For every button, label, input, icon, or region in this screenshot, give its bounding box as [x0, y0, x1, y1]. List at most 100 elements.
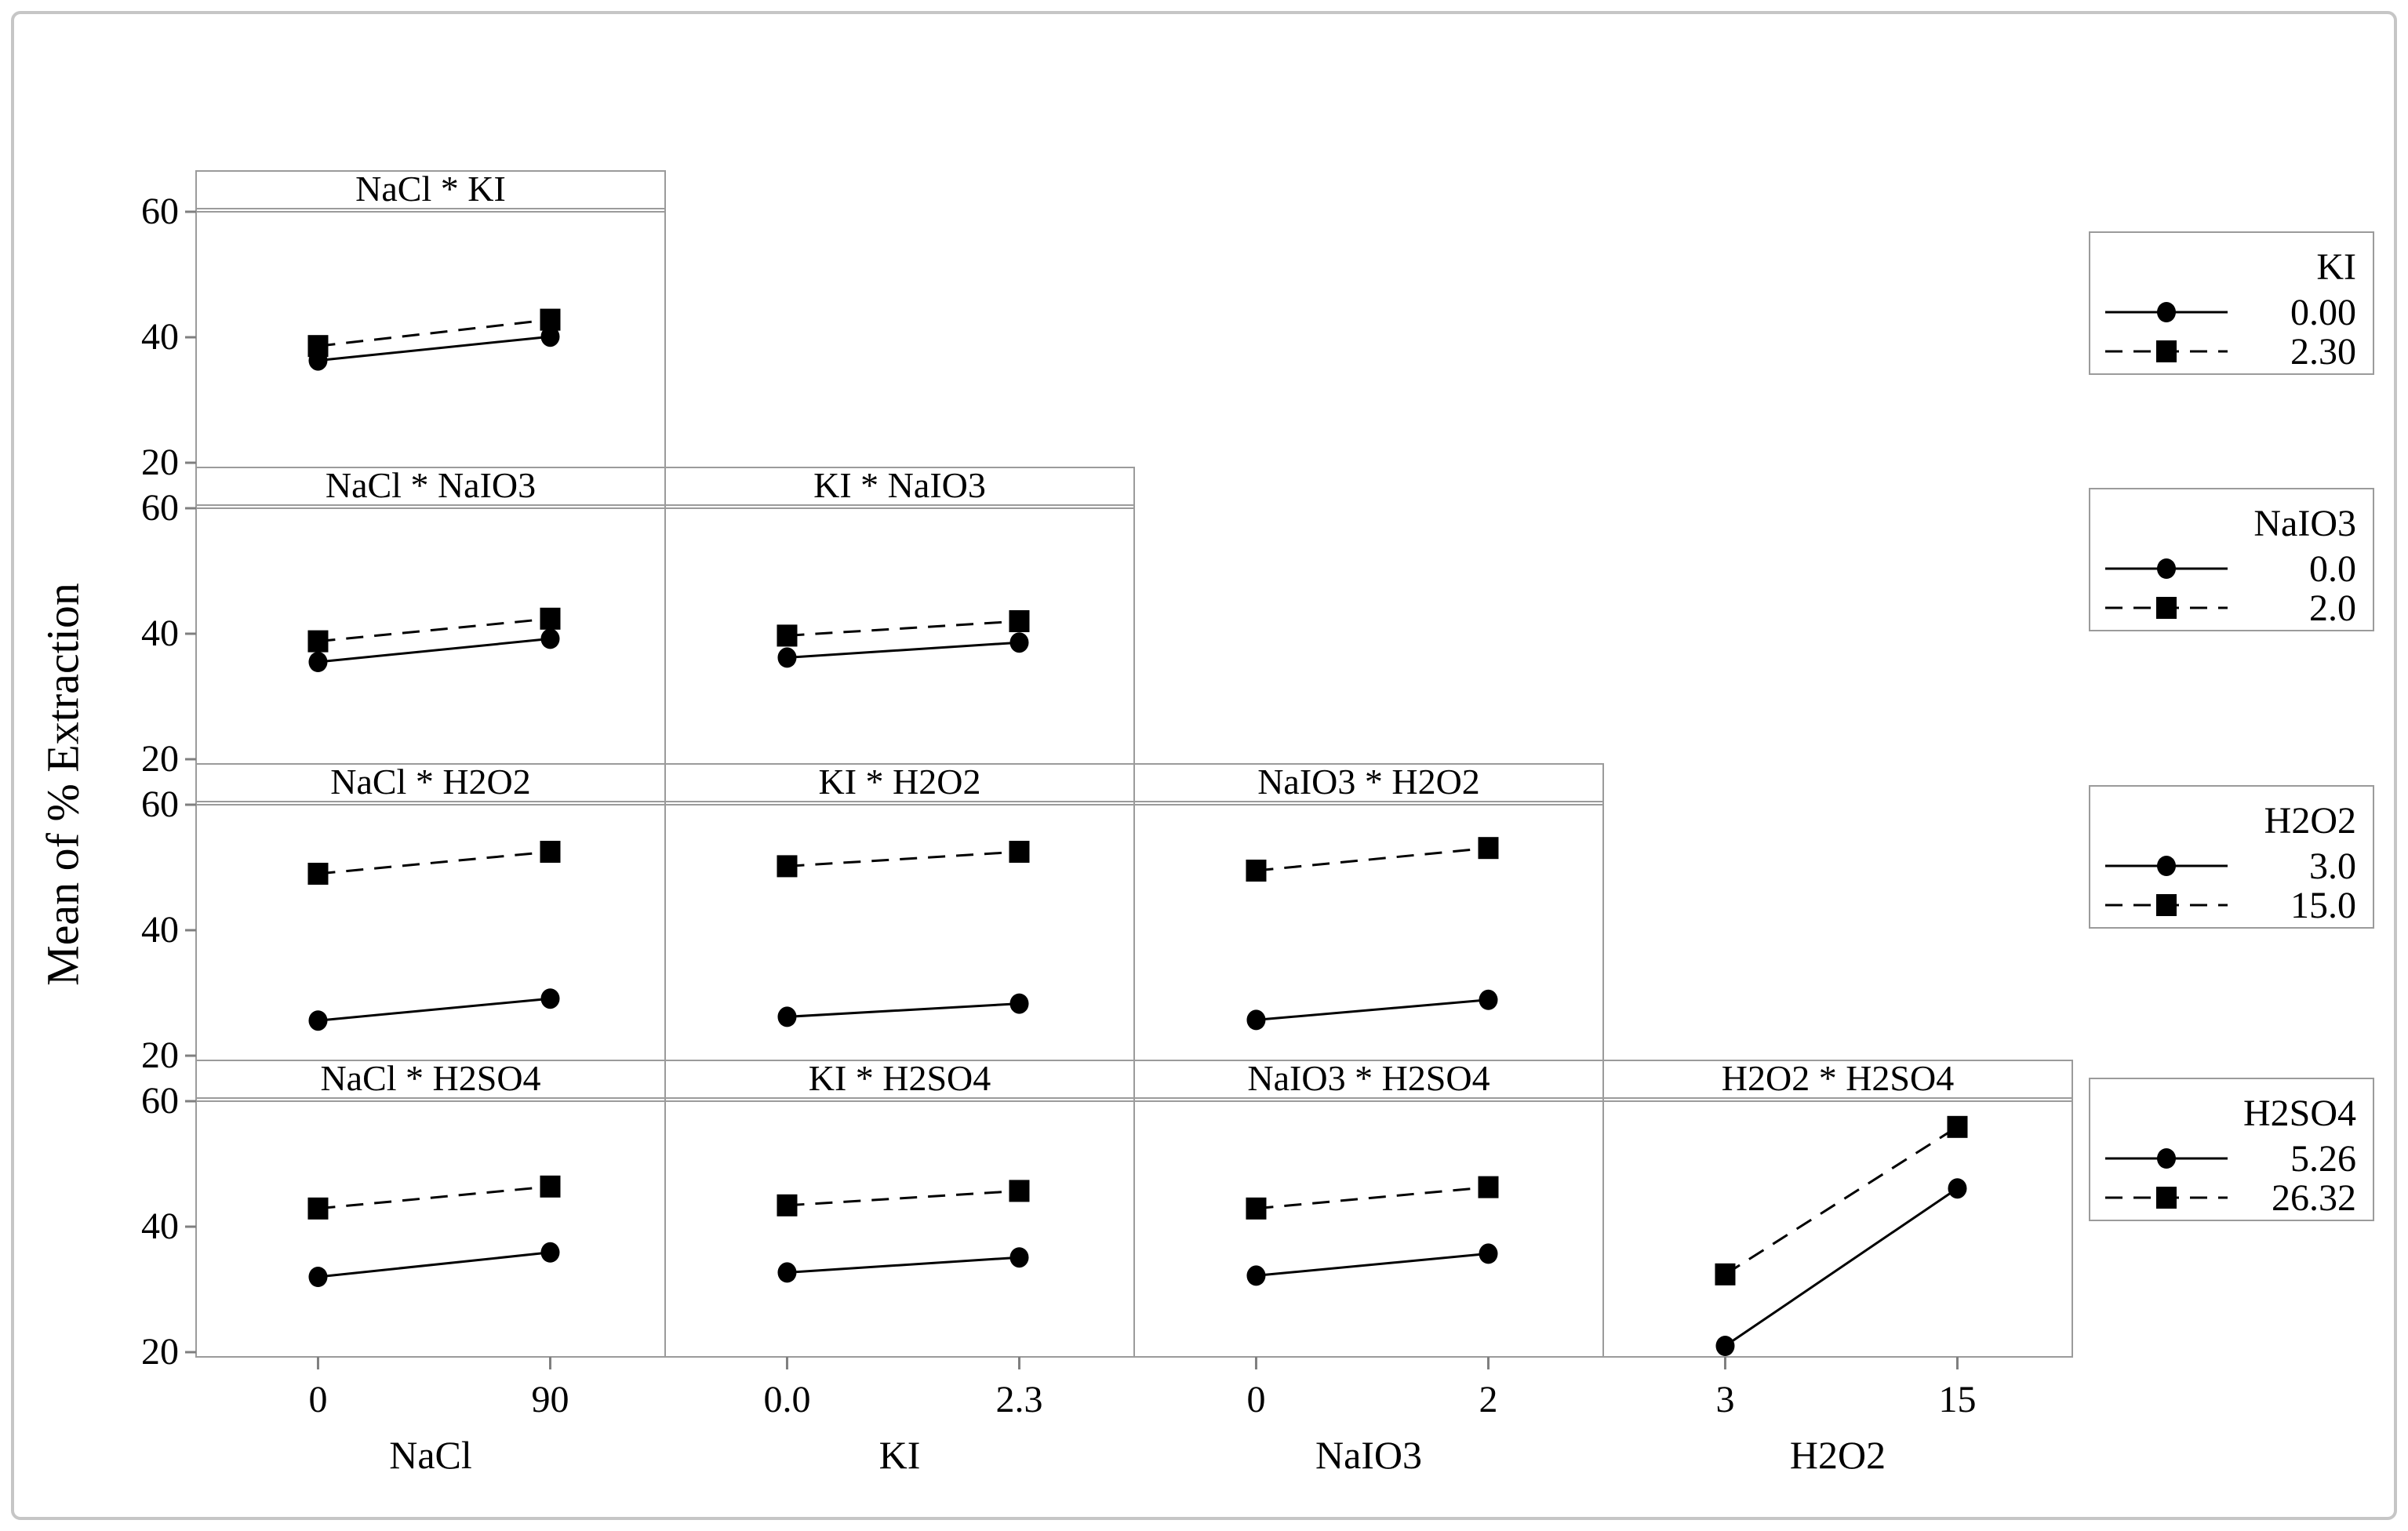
- y-tick-label: 40: [141, 1206, 179, 1247]
- legend-entry-label: 15.0: [2290, 885, 2356, 926]
- legend-circle-marker: [2157, 558, 2176, 579]
- panel-box: [664, 467, 1135, 765]
- series-dashed-line: [318, 318, 551, 347]
- point-right-square-marker: [1009, 841, 1030, 863]
- legend-title: H2O2: [2264, 800, 2356, 842]
- panel-ki-naio3: KI * NaIO3: [664, 465, 1135, 765]
- point-right-circle-marker: [1948, 1178, 1967, 1199]
- point-left-square-marker: [1246, 860, 1267, 882]
- point-left-square-marker: [307, 1197, 329, 1220]
- series-solid-line: [787, 1256, 1020, 1274]
- point-left-circle-marker: [1246, 1265, 1266, 1286]
- point-left-square-marker: [1246, 1197, 1267, 1220]
- y-tick-label: 40: [141, 909, 179, 951]
- point-right-square-marker: [540, 1175, 561, 1198]
- panel-box: [664, 1060, 1135, 1358]
- panel-title: NaCl * H2O2: [330, 762, 531, 802]
- x-tick-label: 15: [1938, 1379, 1976, 1420]
- legend-entry-label: 26.32: [2272, 1177, 2356, 1219]
- x-axis-h2o2: 3 15 H2O2: [1715, 1357, 1976, 1477]
- legend-circle-marker: [2157, 1148, 2176, 1169]
- panel-box: [1133, 763, 1604, 1061]
- y-tick-label: 60: [141, 784, 179, 825]
- x-axis-ki: 0.0 2.3 KI: [763, 1357, 1042, 1477]
- point-right-square-marker: [540, 308, 561, 331]
- point-left-square-marker: [777, 855, 798, 878]
- panel-h2o2-h2so4: H2O2 * H2SO4: [1602, 1058, 2073, 1358]
- y-axis-title: Mean of % Extraction: [37, 583, 89, 986]
- panel-title: NaCl * NaIO3: [326, 465, 536, 505]
- point-right-square-marker: [1478, 1176, 1499, 1198]
- y-tick-label: 20: [141, 442, 179, 483]
- panel-title: NaCl * KI: [355, 169, 506, 209]
- series-dashed-line: [787, 850, 1020, 867]
- x-tick-label: 2: [1479, 1379, 1497, 1420]
- panel-nacl-naio3: NaCl * NaIO3 60 40 20: [141, 465, 666, 780]
- point-right-circle-marker: [540, 628, 560, 649]
- series-dashed-line: [1256, 846, 1489, 872]
- point-left-circle-marker: [308, 1267, 328, 1287]
- x-axis-nacl: 0 90 NaCl: [308, 1357, 569, 1477]
- point-right-square-marker: [540, 607, 561, 630]
- series-dashed-line: [318, 1185, 551, 1210]
- panel-title: NaCl * H2SO4: [320, 1058, 540, 1098]
- x-factor-title: H2O2: [1790, 1433, 1886, 1477]
- series-dashed-line: [318, 850, 551, 875]
- point-right-square-marker: [1009, 1180, 1030, 1202]
- panel-title: H2O2 * H2SO4: [1722, 1058, 1954, 1098]
- x-axis-naio3: 0 2 NaIO3: [1246, 1357, 1497, 1477]
- series-dashed-line: [787, 620, 1020, 637]
- legend-title: KI: [2316, 246, 2356, 288]
- panel-box: [195, 170, 666, 468]
- point-right-square-marker: [540, 841, 561, 863]
- point-left-circle-marker: [777, 1006, 797, 1027]
- legend-circle-marker: [2157, 302, 2176, 322]
- panel-nacl-h2o2: NaCl * H2O2 60 40 20: [141, 762, 666, 1076]
- point-right-circle-marker: [1009, 632, 1029, 653]
- point-left-square-marker: [307, 630, 329, 653]
- point-left-circle-marker: [777, 647, 797, 668]
- point-right-circle-marker: [1479, 989, 1498, 1010]
- panel-title: KI * H2O2: [819, 762, 981, 802]
- x-factor-title: KI: [879, 1433, 921, 1477]
- point-left-circle-marker: [308, 1010, 328, 1031]
- point-left-square-marker: [777, 624, 798, 647]
- y-tick-label: 60: [141, 1080, 179, 1122]
- series-dashed-line: [318, 617, 551, 643]
- x-tick-label: 0: [308, 1379, 327, 1420]
- legend-entry-label: 5.26: [2290, 1138, 2356, 1180]
- panel-box: [1133, 1060, 1604, 1358]
- point-left-circle-marker: [308, 652, 328, 672]
- series-solid-line: [318, 335, 551, 362]
- point-left-square-marker: [307, 863, 329, 885]
- legend-entry-label: 2.0: [2309, 587, 2356, 629]
- panel-title: NaIO3 * H2SO4: [1247, 1058, 1490, 1098]
- legend-title: NaIO3: [2253, 503, 2356, 544]
- x-factor-title: NaIO3: [1315, 1433, 1422, 1477]
- legend-square-marker: [2156, 340, 2177, 362]
- series-dashed-line: [787, 1189, 1020, 1207]
- point-right-square-marker: [1947, 1115, 1968, 1138]
- y-tick-label: 40: [141, 613, 179, 654]
- panel-nacl-ki: NaCl * KI 60 40 20: [141, 169, 666, 483]
- panel-naio3-h2o2: NaIO3 * H2O2: [1133, 762, 1604, 1061]
- point-right-circle-marker: [540, 1242, 560, 1263]
- panel-box: [195, 763, 666, 1061]
- x-tick-label: 90: [531, 1379, 569, 1420]
- series-solid-line: [1256, 1252, 1489, 1277]
- series-solid-line: [318, 997, 551, 1022]
- point-left-square-marker: [777, 1194, 798, 1216]
- y-tick-label: 60: [141, 191, 179, 232]
- series-solid-line: [787, 1002, 1020, 1018]
- series-solid-line: [1256, 998, 1489, 1021]
- x-tick-label: 3: [1715, 1379, 1734, 1420]
- x-tick-label: 0: [1246, 1379, 1265, 1420]
- point-right-circle-marker: [1009, 1247, 1029, 1268]
- panel-title: NaIO3 * H2O2: [1257, 762, 1480, 802]
- point-left-circle-marker: [777, 1262, 797, 1283]
- panel-ki-h2so4: KI * H2SO4: [664, 1058, 1135, 1358]
